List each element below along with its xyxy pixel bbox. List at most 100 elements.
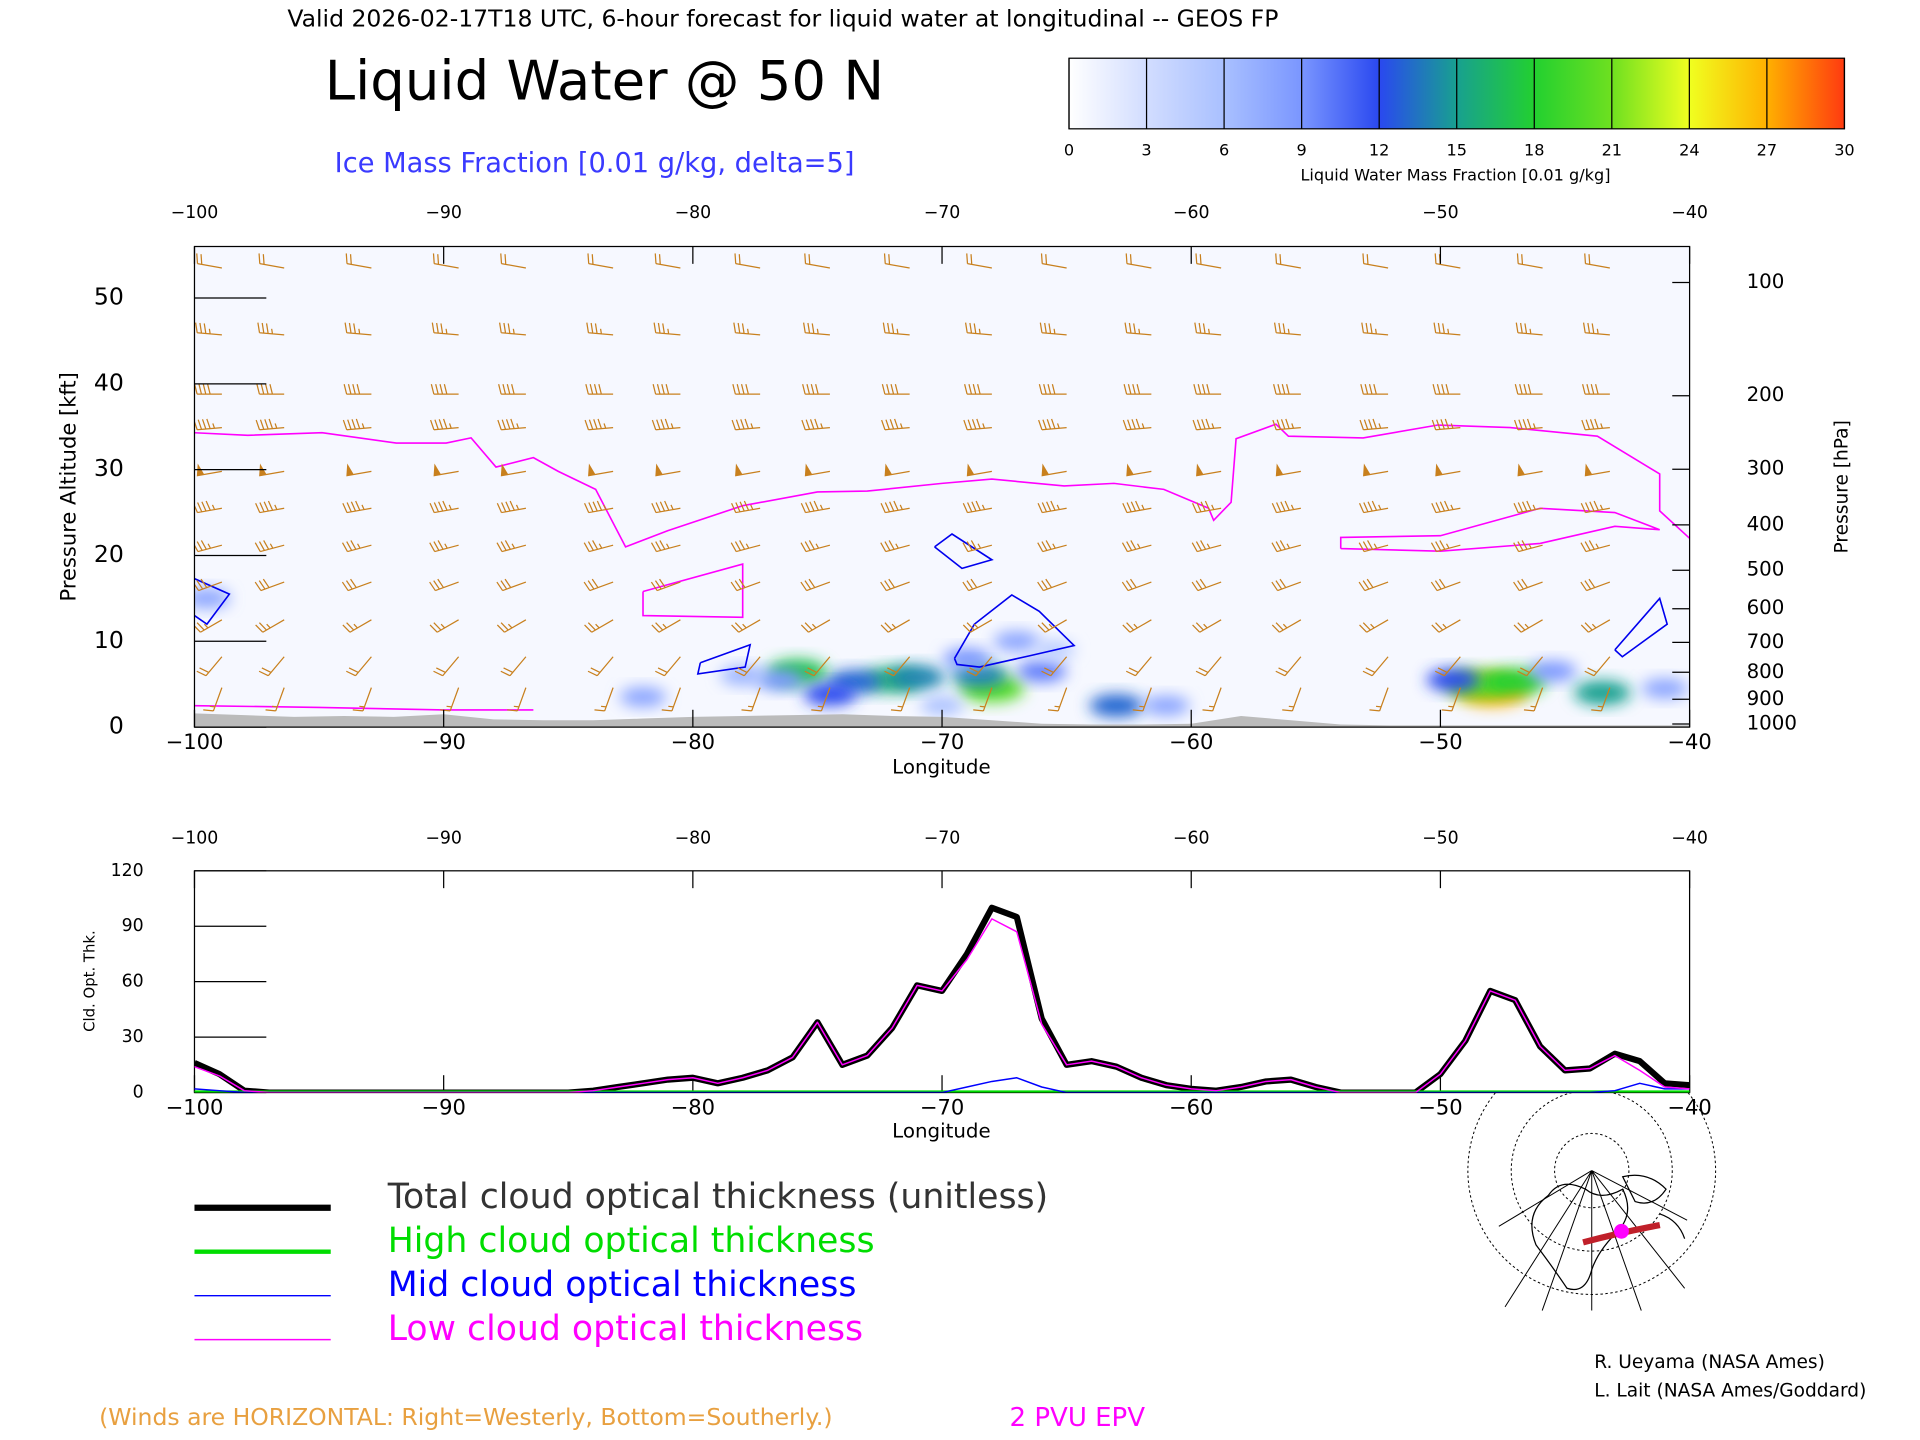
wind-barb <box>1517 463 1543 477</box>
wind-barb <box>1362 253 1389 269</box>
wind-barb <box>1041 656 1068 677</box>
wind-barb <box>1125 253 1152 269</box>
wind-barb <box>1582 384 1610 395</box>
chart-subtitle: Ice Mass Fraction [0.01 g/kg, delta=5] <box>335 148 855 179</box>
wind-barb <box>194 578 223 592</box>
wind-barb <box>1513 418 1543 431</box>
wind-barb <box>881 384 910 395</box>
wind-barb <box>1038 418 1067 431</box>
wind-barb <box>1363 463 1389 477</box>
wind-barb <box>587 656 614 677</box>
wind-barb <box>1192 418 1222 431</box>
wind-barb <box>1126 463 1152 477</box>
wind-barb <box>1275 463 1301 477</box>
wind-barb <box>964 322 992 336</box>
chart-title: Liquid Water @ 50 N <box>325 48 884 112</box>
wind-barb <box>966 656 993 677</box>
wind-barb <box>1194 322 1222 336</box>
wind-barb <box>733 322 761 336</box>
wind-barb <box>884 656 911 677</box>
cloud-cell <box>1089 694 1144 718</box>
y-tick-label: 60 <box>122 972 144 992</box>
cloud-cell <box>1573 680 1631 705</box>
contour-line <box>194 577 231 626</box>
x-axis-label: Longitude <box>892 1120 990 1143</box>
wind-barb <box>196 253 222 269</box>
x-tick-label: −100 <box>166 729 224 754</box>
epv-note: 2 PVU EPV <box>1010 1403 1146 1433</box>
wind-barb <box>1275 253 1301 269</box>
wind-barb <box>497 418 526 431</box>
y2-tick-label: 1000 <box>1747 712 1797 735</box>
credit: R. Ueyama (NASA Ames) <box>1594 1352 1825 1373</box>
wind-barb <box>255 619 285 633</box>
wind-barb <box>1431 500 1461 514</box>
wind-barb <box>584 418 614 431</box>
wind-barb <box>1193 384 1222 395</box>
wind-barb <box>254 578 285 592</box>
x-tick-label: −40 <box>1671 203 1708 223</box>
wind-barb <box>583 540 614 553</box>
wind-barb <box>196 656 223 677</box>
wind-barb <box>890 687 911 712</box>
wind-barb <box>883 253 910 269</box>
contour-line <box>696 643 752 675</box>
y-tick-label: 30 <box>94 454 124 482</box>
wind-barb <box>1121 578 1152 592</box>
y-tick-label: 20 <box>94 540 124 568</box>
y-tick-label: 0 <box>133 1083 144 1103</box>
wind-barb <box>1358 540 1389 553</box>
wind-barb <box>650 578 681 592</box>
wind-barb <box>1369 687 1389 712</box>
wind-barb <box>1037 500 1067 514</box>
wind-barb <box>258 253 285 269</box>
x-tick-label: −100 <box>171 829 219 849</box>
wind-barb <box>1359 619 1389 633</box>
x-tick-label: −50 <box>1422 829 1459 849</box>
y2-tick-label: 800 <box>1747 660 1785 683</box>
x-tick-label: −90 <box>421 729 465 754</box>
wind-barb <box>801 418 830 431</box>
wind-barb <box>963 418 992 431</box>
y-tick-label: 120 <box>111 861 144 881</box>
legend-label: Total cloud optical thickness (unitless) <box>387 1177 1048 1217</box>
x-tick-label: −90 <box>421 1095 465 1120</box>
wind-barb <box>1039 322 1067 336</box>
contour-line <box>1339 507 1660 552</box>
wind-barb <box>655 463 681 477</box>
x-tick-label: −80 <box>671 729 715 754</box>
wind-barb <box>1121 540 1152 553</box>
colorbar-tick-label: 0 <box>1064 141 1074 160</box>
y-tick-label: 50 <box>94 282 124 310</box>
locator-map <box>1467 1046 1717 1311</box>
x-tick-label: −90 <box>425 203 462 223</box>
wind-barb <box>804 656 831 677</box>
wind-barb <box>884 463 910 477</box>
wind-barb <box>496 540 527 553</box>
y2-axis-label: Pressure [hPa] <box>1831 420 1852 553</box>
wind-barb <box>964 384 992 395</box>
wind-barb <box>1582 322 1610 336</box>
x-tick-label: −50 <box>1418 1095 1462 1120</box>
wind-barb <box>655 656 681 677</box>
wind-barb <box>585 384 614 395</box>
contour-line <box>953 593 1076 668</box>
wind-barb <box>1132 687 1152 712</box>
wind-barb <box>731 619 761 633</box>
wind-barb <box>651 418 681 431</box>
wind-barb <box>586 322 614 336</box>
wind-barb <box>430 384 459 395</box>
wind-barb <box>496 578 527 592</box>
wind-barb <box>1591 687 1611 712</box>
y2-tick-label: 900 <box>1747 687 1785 710</box>
wind-barb <box>343 384 372 395</box>
wind-barb <box>346 463 372 477</box>
wind-barb <box>651 619 681 633</box>
wind-barb <box>1202 687 1222 712</box>
plot-background <box>194 246 1690 728</box>
wind-barb <box>194 540 223 553</box>
wind-barb <box>342 619 372 633</box>
wind-barb <box>346 656 372 677</box>
wind-barb <box>651 500 681 514</box>
